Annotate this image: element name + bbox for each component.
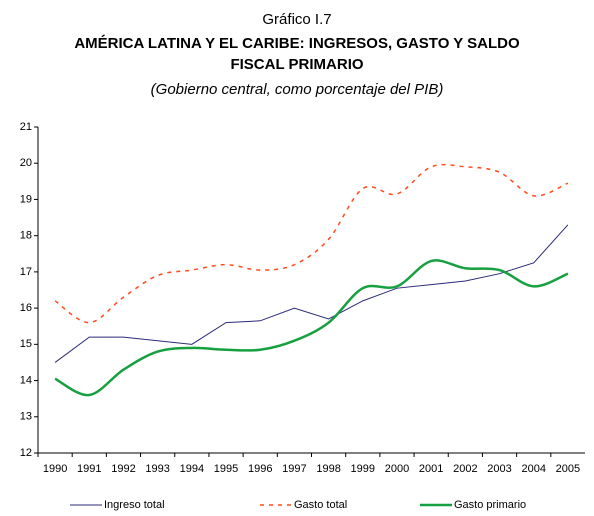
y-tick-label: 13 bbox=[20, 411, 32, 423]
x-tick-label: 2000 bbox=[385, 463, 409, 475]
series-line bbox=[54, 224, 569, 363]
x-tick-label: 1994 bbox=[180, 463, 204, 475]
y-tick-label: 14 bbox=[20, 374, 32, 386]
chart-title: FISCAL PRIMARIO bbox=[230, 56, 363, 73]
x-tick-label: 2003 bbox=[487, 463, 511, 475]
series-line bbox=[54, 259, 569, 397]
chart-label: Gráfico I.7 bbox=[262, 11, 331, 28]
x-tick-label: 1997 bbox=[282, 463, 306, 475]
x-tick-label: 1998 bbox=[316, 463, 340, 475]
y-tick-label: 19 bbox=[20, 193, 32, 205]
y-tick-label: 16 bbox=[20, 302, 32, 314]
x-tick-label: 1990 bbox=[43, 463, 67, 475]
x-tick-label: 1996 bbox=[248, 463, 272, 475]
y-tick-label: 15 bbox=[20, 338, 32, 350]
y-tick-label: 12 bbox=[20, 447, 32, 459]
x-tick-label: 1999 bbox=[351, 463, 375, 475]
x-tick-label: 2004 bbox=[521, 463, 545, 475]
chart-title: AMÉRICA LATINA Y EL CARIBE: INGRESOS, GA… bbox=[74, 35, 520, 52]
x-tick-label: 1991 bbox=[77, 463, 101, 475]
chart-subtitle: (Gobierno central, como porcentaje del P… bbox=[151, 81, 444, 98]
x-tick-label: 1993 bbox=[145, 463, 169, 475]
y-tick-label: 20 bbox=[20, 157, 32, 169]
legend-label: Gasto primario bbox=[454, 499, 526, 511]
x-tick-label: 1992 bbox=[111, 463, 135, 475]
x-tick-label: 2001 bbox=[419, 463, 443, 475]
series-line bbox=[54, 163, 569, 324]
y-tick-label: 17 bbox=[20, 266, 32, 278]
y-tick-label: 18 bbox=[20, 230, 32, 242]
legend-label: Gasto total bbox=[294, 499, 347, 511]
legend-label: Ingreso total bbox=[104, 499, 165, 511]
x-tick-label: 2002 bbox=[453, 463, 477, 475]
x-tick-label: 1995 bbox=[214, 463, 238, 475]
y-tick-label: 21 bbox=[20, 121, 32, 133]
x-tick-label: 2005 bbox=[556, 463, 580, 475]
